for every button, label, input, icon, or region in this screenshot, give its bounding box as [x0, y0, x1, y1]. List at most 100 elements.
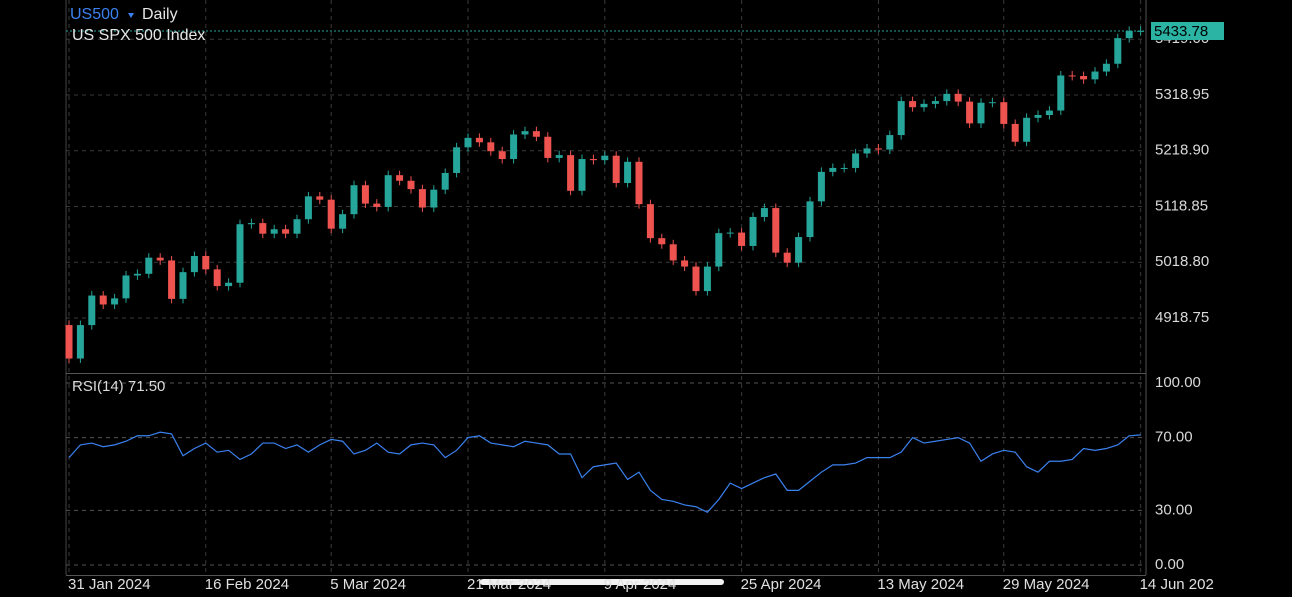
- x-tick-label: 16 Feb 2024: [205, 576, 289, 593]
- candle-body: [111, 298, 119, 305]
- candle-body: [601, 155, 609, 161]
- candle-body: [202, 255, 210, 270]
- candle-body: [304, 196, 312, 220]
- candle-body: [168, 260, 176, 299]
- candle-body: [1011, 123, 1019, 142]
- candle-body: [361, 185, 369, 204]
- candle-body: [897, 101, 905, 136]
- candle-body: [544, 136, 552, 158]
- rsi-title: RSI(14) 71.50: [72, 378, 165, 395]
- y-tick-label: 30.00: [1155, 501, 1193, 518]
- y-tick-label: 0.00: [1155, 556, 1184, 573]
- candle-body: [384, 175, 392, 207]
- candle-body: [521, 131, 529, 135]
- candle-body: [373, 203, 381, 207]
- rsi-line: [68, 431, 1141, 513]
- candle-body: [1137, 30, 1145, 32]
- candle-body: [1080, 76, 1088, 80]
- candle-body: [658, 238, 666, 245]
- interval[interactable]: Daily: [142, 6, 178, 23]
- candle-body: [316, 196, 324, 200]
- candle-body: [1125, 30, 1133, 39]
- y-tick-label: 5018.80: [1155, 253, 1209, 270]
- candle-body: [213, 269, 221, 287]
- candle-body: [578, 159, 586, 191]
- symbol[interactable]: US500: [70, 6, 119, 23]
- candle-body: [327, 199, 335, 229]
- candle-body: [498, 151, 506, 160]
- candle-body: [396, 175, 404, 181]
- candle-body: [270, 229, 278, 234]
- candle-body: [692, 266, 700, 292]
- candle-body: [829, 167, 837, 172]
- candle-body: [190, 255, 198, 273]
- candle-body: [726, 232, 734, 234]
- candle-body: [282, 229, 290, 234]
- candle-body: [1091, 71, 1099, 80]
- y-tick-label: 4918.75: [1155, 309, 1209, 326]
- candle-body: [339, 214, 347, 229]
- y-tick-label: 5318.95: [1155, 86, 1209, 103]
- candle-body: [156, 257, 164, 261]
- candle-body: [909, 101, 917, 108]
- candle-body: [133, 273, 141, 276]
- candle-body: [453, 147, 461, 173]
- candle-body: [418, 189, 426, 208]
- candle-body: [931, 101, 939, 104]
- candle-body: [1034, 115, 1042, 118]
- candle-body: [407, 180, 415, 190]
- x-tick-label: 5 Mar 2024: [330, 576, 406, 593]
- candle-body: [293, 219, 301, 234]
- candle-body: [772, 208, 780, 253]
- instrument-name: US SPX 500 Index: [72, 27, 205, 44]
- dropdown-icon[interactable]: [128, 13, 134, 18]
- candle-body: [703, 266, 711, 292]
- candle-body: [738, 232, 746, 246]
- candle-body: [817, 171, 825, 202]
- candle-body: [874, 148, 882, 150]
- candle-body: [1045, 110, 1053, 116]
- candle-body: [225, 282, 233, 287]
- candle-body: [1057, 75, 1065, 111]
- candle-body: [806, 201, 814, 238]
- candle-body: [612, 155, 620, 183]
- x-tick-label: 29 May 2024: [1003, 576, 1090, 593]
- y-tick-label: 100.00: [1155, 374, 1201, 391]
- candle-body: [681, 260, 689, 267]
- candle-body: [669, 244, 677, 261]
- candle-body: [589, 159, 597, 161]
- candle-body: [555, 155, 563, 158]
- x-tick-label: 14 Jun 202: [1140, 576, 1214, 593]
- candle-body: [943, 93, 951, 102]
- candle-body: [1023, 117, 1031, 142]
- candle-body: [464, 137, 472, 148]
- candle-body: [487, 142, 495, 152]
- candle-body: [76, 325, 84, 359]
- candle-body: [635, 161, 643, 205]
- home-indicator: [480, 579, 724, 585]
- grid-layer: [66, 0, 1146, 575]
- y-tick-label: 5218.90: [1155, 142, 1209, 159]
- last-price-box: [1151, 21, 1224, 40]
- y-tick-label: 70.00: [1155, 429, 1193, 446]
- candle-body: [510, 134, 518, 160]
- y-tick-label: 5118.85: [1155, 197, 1208, 214]
- x-tick-label: 9 Apr 2024: [604, 576, 677, 593]
- x-tick-label: 13 May 2024: [877, 576, 964, 593]
- candle-body: [259, 223, 267, 234]
- candle-body: [624, 161, 632, 183]
- candle-body: [99, 295, 107, 305]
- candle-body: [1000, 102, 1008, 124]
- candle-body: [852, 153, 860, 168]
- candle-body: [783, 252, 791, 263]
- candle-body: [65, 325, 73, 359]
- candle-body: [646, 204, 654, 239]
- candle-body: [567, 155, 575, 191]
- candle-body: [179, 272, 187, 299]
- candle-body: [1068, 75, 1076, 77]
- candle-body: [988, 102, 996, 104]
- candle-body: [760, 208, 768, 217]
- candle-body: [920, 103, 928, 108]
- candle-body: [475, 137, 483, 143]
